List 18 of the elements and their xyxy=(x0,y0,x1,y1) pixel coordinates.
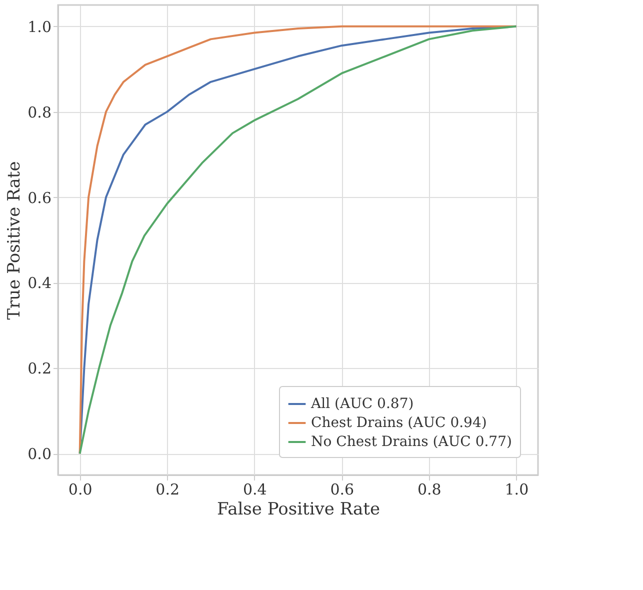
legend-label: Chest Drains (AUC 0.94) xyxy=(311,415,487,431)
y-tick-label: 0.2 xyxy=(28,360,52,378)
y-tick-label: 0.4 xyxy=(28,274,52,292)
x-tick-label: 1.0 xyxy=(504,480,529,498)
y-tick-label: 0.0 xyxy=(28,445,52,464)
y-axis-title: True Positive Rate xyxy=(4,161,25,320)
legend-label: All (AUC 0.87) xyxy=(310,396,414,412)
y-tick-label: 0.8 xyxy=(28,103,52,122)
line-series xyxy=(78,25,518,455)
x-tick-label: 0.4 xyxy=(242,480,267,498)
x-tick-label: 0.0 xyxy=(68,480,92,498)
x-tick-label: 0.8 xyxy=(417,480,442,498)
x-tick-label: 0.6 xyxy=(330,480,354,498)
x-tick-label: 0.2 xyxy=(156,480,180,498)
x-axis-title: False Positive Rate xyxy=(216,500,380,520)
legend-label: No Chest Drains (AUC 0.77) xyxy=(311,434,512,450)
y-tick-label: 1.0 xyxy=(28,18,52,36)
y-tick-label: 0.6 xyxy=(28,188,52,207)
